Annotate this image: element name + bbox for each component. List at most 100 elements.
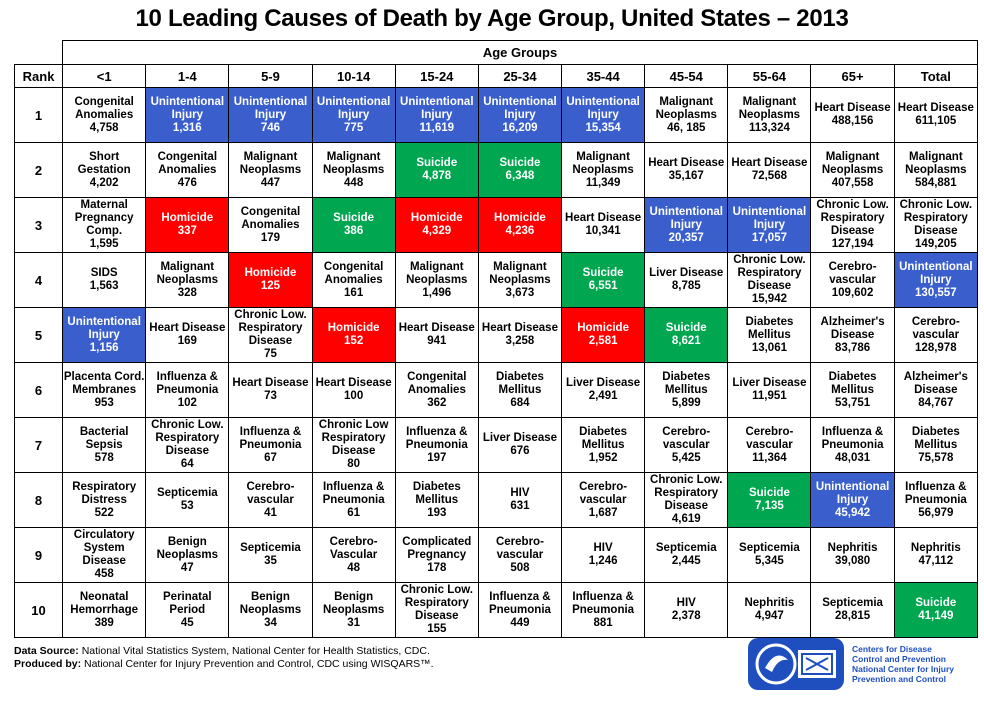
cause-cell: Neonatal Hemorrhage 389 [62,582,147,638]
cause-cell-content: Malignant Neoplasms 407,558 [812,151,893,190]
death-count: 125 [260,280,281,292]
cause-label: Unintentional Injury [67,315,141,341]
death-count: 4,619 [671,513,701,525]
cause-label: Cerebro-vascular [828,260,877,286]
cause-label: Heart Disease [814,102,891,114]
cause-label: Unintentional Injury [566,95,640,121]
cause-label: Suicide [582,267,624,279]
table-row: 10 Neonatal Hemorrhage 389 Perinatal Period… [13,582,979,638]
death-count: 631 [510,500,530,512]
cause-cell-content: Suicide 4,878 [396,157,477,183]
death-count: 4,947 [755,610,784,622]
cause-cell: Heart Disease 100 [311,362,396,418]
cause-label: HIV [510,487,530,499]
death-count: 73 [264,390,277,402]
cause-cell-content: Unintentional Injury 45,942 [812,481,893,520]
cause-cell-content: Unintentional Injury 17,057 [729,206,810,245]
cause-cell-content: Heart Disease 35,167 [646,157,727,183]
cause-label: Cerebro-vascular [579,480,628,506]
cause-label: Unintentional Injury [150,95,225,121]
cause-label: Malignant Neoplasms [406,260,468,286]
cause-label: Malignant Neoplasms [905,150,967,176]
cause-cell: Unintentional Injury 17,057 [727,197,812,253]
death-count: 8,785 [671,280,701,292]
cause-cell: HIV 631 [477,472,563,528]
cause-label: Maternal Pregnancy Comp. [74,199,134,237]
cause-cell-content: Placenta Cord. Membranes 953 [64,371,145,410]
death-count: 128,978 [915,341,957,354]
cause-label: Influenza & Pneumonia [488,590,551,616]
cause-label: Unintentional Injury [649,205,723,231]
data-source-label: Data Source: [14,645,79,657]
cause-cell: Benign Neoplasms 31 [311,582,396,638]
age-column-header: 5-9 [228,64,313,88]
age-column-header: <1 [62,64,147,88]
cause-cell-content: Heart Disease 72,568 [729,157,810,183]
death-count: 11,619 [419,121,455,134]
death-count: 161 [344,286,364,299]
death-count: 4,878 [422,170,452,182]
cause-label: Heart Disease [897,102,974,114]
death-count: 746 [260,121,281,134]
cause-cell-content: Influenza & Pneumonia 881 [563,591,644,630]
cause-label: Heart Disease [565,212,642,224]
death-count: 4,236 [505,225,535,237]
cause-cell-content: Chronic Low. Respiratory Disease 15,942 [729,254,810,306]
cause-cell-content: Chronic Low. Respiratory Disease 149,205 [895,199,976,251]
death-count: 1,687 [588,506,618,519]
death-count: 684 [510,396,530,409]
cause-cell: Heart Disease 10,341 [561,197,646,253]
cause-label: Influenza & Pneumonia [405,425,468,451]
cause-label: Congenital Anomalies [407,370,467,396]
cause-label: Benign Neoplasms [239,590,302,616]
cause-cell: Benign Neoplasms 34 [228,582,313,638]
cause-label: Liver Disease [649,267,724,279]
death-count: 337 [177,225,197,237]
cause-label: Unintentional Injury [316,95,391,121]
cause-cell: Malignant Neoplasms 11,349 [561,142,646,198]
cause-cell-content: Heart Disease 941 [396,322,477,348]
cause-label: Malignant Neoplasms [322,150,385,176]
rank-cell: 3 [13,197,64,253]
age-column-header: 1-4 [145,64,230,88]
death-count: 53,751 [834,396,871,409]
cause-cell-content: Chronic Low. Respiratory Disease 75 [230,309,311,361]
cause-cell: Circulatory System Disease 458 [62,527,147,583]
cause-cell: Heart Disease 169 [145,307,230,363]
cause-cell-content: Cerebro-vascular 508 [479,536,560,575]
death-count: 1,595 [89,238,119,250]
cause-cell-content: SIDS 1,563 [64,267,145,293]
cause-cell-content: Suicide 6,348 [479,157,560,183]
age-column-header: 25-34 [477,64,563,88]
cause-label: Alzheimer's Disease [903,370,968,396]
cause-cell: Nephritis 47,112 [893,527,979,583]
cause-label: Diabetes Mellitus [412,480,461,506]
cause-label: Septicemia [240,542,301,554]
cause-label: Chronic Low. Respiratory Disease [733,254,806,292]
death-count: 41,149 [918,610,954,622]
cause-label: Malignant Neoplasms [738,95,801,121]
death-count: 2,581 [588,335,618,347]
death-count: 127,194 [831,238,874,250]
cause-cell: Diabetes Mellitus 53,751 [810,362,895,418]
death-count: 102 [177,396,197,409]
death-count: 56,979 [918,506,954,519]
cause-cell: Malignant Neoplasms 1,496 [394,252,479,308]
cause-cell-content: HIV 1,246 [563,542,644,568]
cause-label: Perinatal Period [163,590,212,616]
cause-label: Chronic Low. Respiratory Disease [899,199,973,237]
death-count: 100 [344,390,364,402]
cause-cell: Influenza & Pneumonia 449 [477,582,563,638]
cause-label: Homicide [577,322,629,334]
cause-cell: Heart Disease 35,167 [644,142,729,198]
cause-label: Unintentional Injury [483,95,557,121]
cause-label: Diabetes Mellitus [662,370,711,396]
cause-cell: Cerebro-vascular 41 [228,472,313,528]
cdc-logo-graphic [755,643,836,685]
death-count: 72,568 [751,170,787,182]
cause-cell: Influenza & Pneumonia 102 [145,362,230,418]
death-count: 448 [344,176,364,189]
cause-label: Heart Disease [731,157,808,169]
cause-cell-content: Unintentional Injury 1,156 [64,315,145,355]
cause-label: Congenital Anomalies [323,260,384,286]
